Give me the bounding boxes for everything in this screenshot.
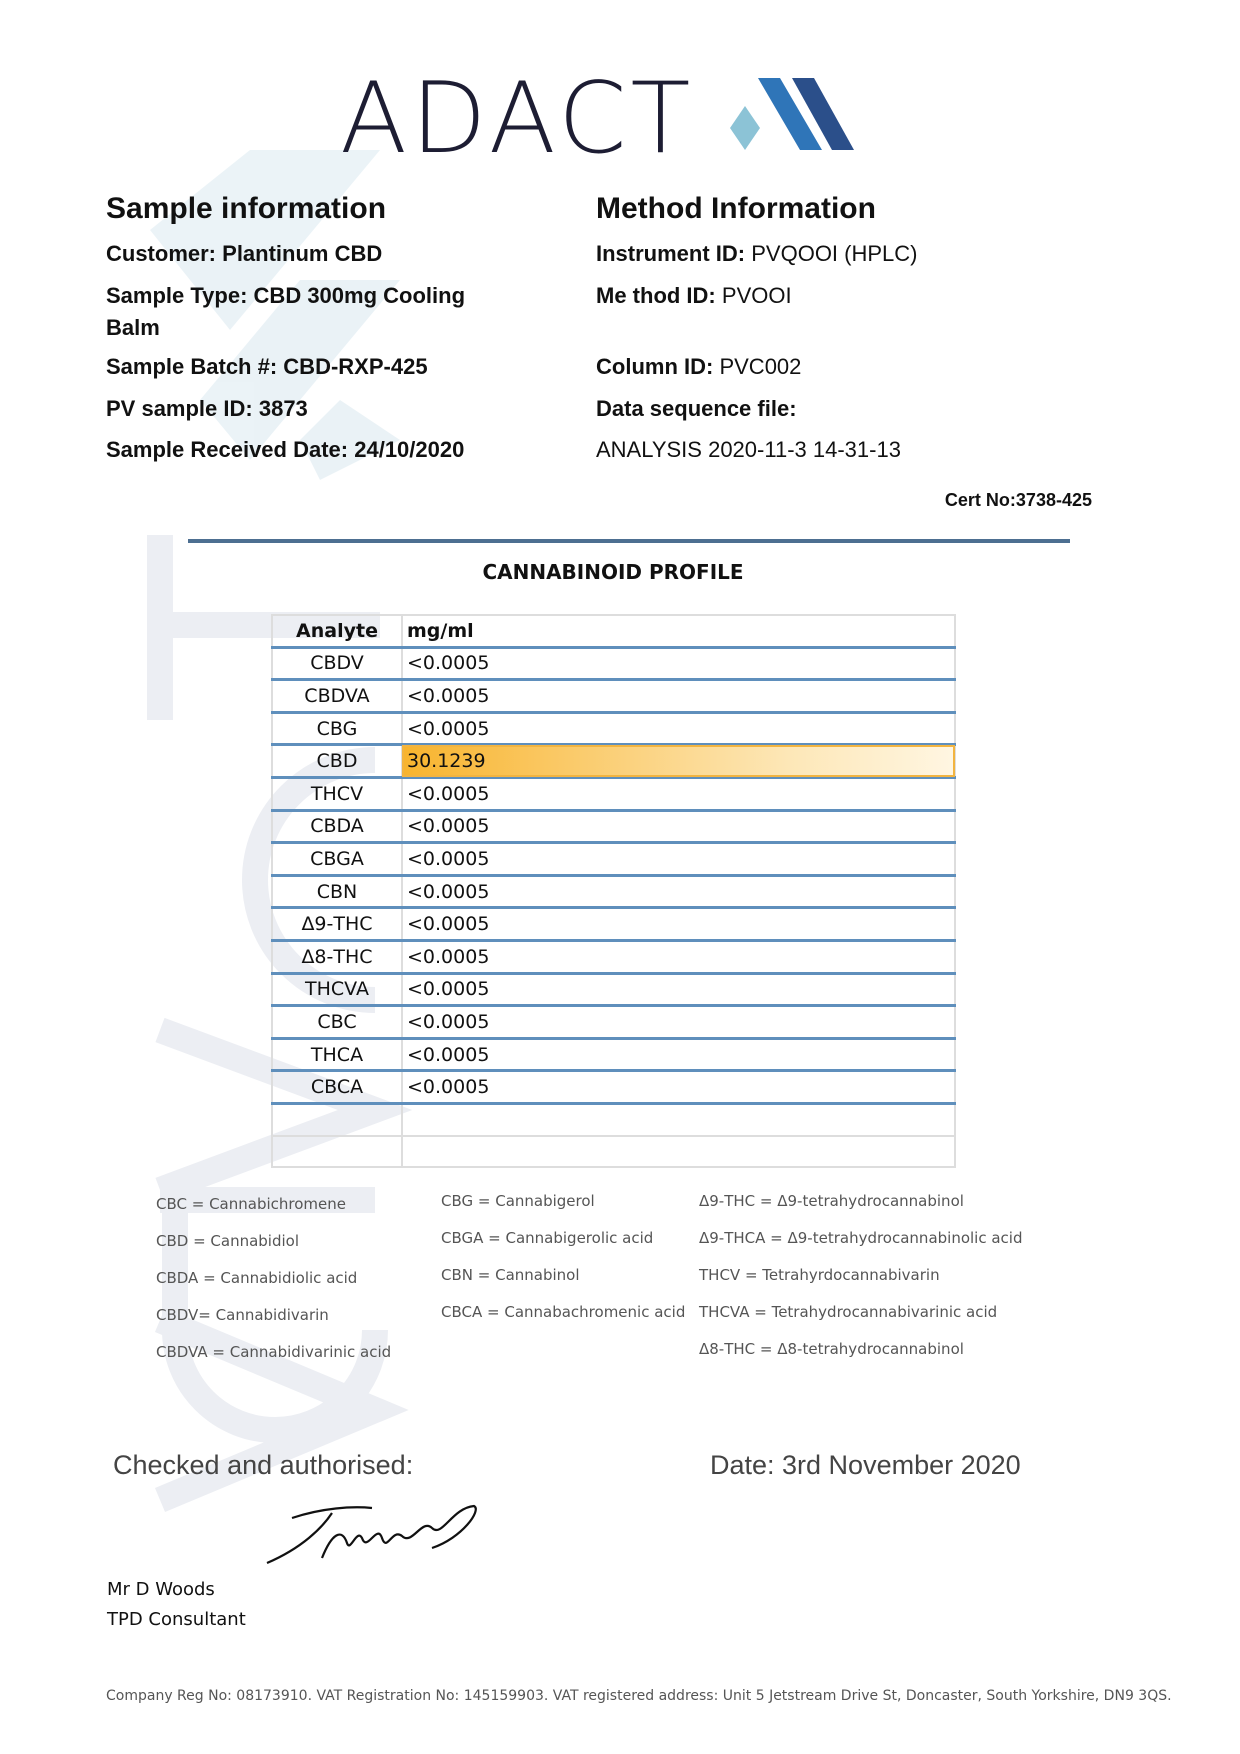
value-cell: <0.0005: [401, 875, 956, 910]
pv-sample-id-value: 3873: [258, 396, 308, 421]
legend-item: CBC = Cannabichromene: [156, 1195, 346, 1213]
table-row: CBD 30.1239: [271, 744, 956, 779]
table-row: CBDV <0.0005: [271, 647, 956, 682]
analyte-cell: CBC: [271, 1005, 403, 1040]
batch-label: Sample Batch #:: [106, 354, 278, 379]
value-cell: <0.0005: [401, 1038, 956, 1073]
sample-info-heading: Sample information: [106, 192, 387, 225]
value-cell: 30.1239: [401, 744, 956, 779]
legend-item: Δ8-THC = Δ8-tetrahydrocannabinol: [699, 1340, 964, 1358]
logo-wordmark: ADACT: [340, 62, 695, 176]
batch-value: CBD-RXP-425: [283, 354, 428, 379]
value-cell: <0.0005: [401, 973, 956, 1008]
legend-item: THCV = Tetrahyrdocannabivarin: [699, 1266, 940, 1284]
analyte-cell: CBGA: [271, 842, 403, 877]
table-row: THCVA <0.0005: [271, 973, 956, 1008]
profile-title: CANNABINOID PROFILE: [482, 560, 744, 584]
table-row: CBN <0.0005: [271, 875, 956, 910]
legend-item: Δ9-THC = Δ9-tetrahydrocannabinol: [699, 1192, 964, 1210]
analyte-cell: CBN: [271, 875, 403, 910]
table-row: CBDVA <0.0005: [271, 679, 956, 714]
legend-item: CBDVA = Cannabidivarinic acid: [156, 1343, 392, 1361]
legend-item: CBD = Cannabidiol: [156, 1232, 300, 1250]
signatory-role: TPD Consultant: [107, 1609, 246, 1630]
data-sequence-label: Data sequence file:: [596, 396, 797, 421]
empty-row: [271, 1103, 956, 1137]
empty-cell: [271, 1135, 403, 1169]
column-id-value: PVC002: [719, 354, 802, 379]
cannabinoid-table: Analyte mg/ml CBDV <0.0005 CBDVA <0.0005 CBG…: [271, 613, 956, 1169]
value-cell: <0.0005: [401, 1070, 956, 1105]
method-id-value: PVOOI: [721, 283, 792, 308]
value-cell: <0.0005: [401, 712, 956, 747]
received-date-label: Sample Received Date:: [106, 437, 349, 462]
analyte-cell: CBD: [271, 744, 403, 779]
legend-item: CBCA = Cannabachromenic acid: [441, 1303, 686, 1321]
analyte-cell: Δ8-THC: [271, 940, 403, 975]
empty-cell: [401, 1103, 956, 1137]
cert-number: Cert No:3738-425: [944, 490, 1092, 510]
value-cell: <0.0005: [401, 907, 956, 942]
empty-cell: [401, 1135, 956, 1169]
value-cell: <0.0005: [401, 679, 956, 714]
instrument-id-value: PVQOOI (HPLC): [751, 241, 918, 266]
checked-label: Checked and authorised:: [113, 1450, 414, 1480]
legend-item: THCVA = Tetrahydrocannabivarinic acid: [699, 1303, 998, 1321]
value-cell: <0.0005: [401, 810, 956, 845]
customer-label: Customer:: [106, 241, 217, 266]
analyte-cell: CBDA: [271, 810, 403, 845]
footer-company-info: Company Reg No: 08173910. VAT Registrati…: [106, 1688, 1172, 1704]
signature: [266, 1504, 477, 1565]
value-cell: <0.0005: [401, 940, 956, 975]
header-analyte: Analyte: [271, 613, 403, 649]
analyte-cell: CBCA: [271, 1070, 403, 1105]
legend-item: CBG = Cannabigerol: [441, 1192, 595, 1210]
analyte-cell: CBDV: [271, 647, 403, 682]
analyte-cell: THCVA: [271, 973, 403, 1008]
customer-value: Plantinum CBD: [222, 241, 383, 266]
legend-item: CBDA = Cannabidiolic acid: [156, 1269, 358, 1287]
analyte-cell: THCV: [271, 777, 403, 812]
sample-type-value-cont: Balm: [106, 315, 160, 340]
table-row: Δ8-THC <0.0005: [271, 940, 956, 975]
table-header-row: Analyte mg/ml: [271, 613, 956, 649]
table-row: CBCA <0.0005: [271, 1070, 956, 1105]
empty-cell: [271, 1103, 403, 1137]
value-cell: <0.0005: [401, 647, 956, 682]
method-id-label: Me thod ID:: [596, 283, 716, 308]
table-row: THCV <0.0005: [271, 777, 956, 812]
table-row: CBG <0.0005: [271, 712, 956, 747]
signatory-name: Mr D Woods: [107, 1579, 215, 1600]
received-date-value: 24/10/2020: [354, 437, 465, 462]
method-info-heading: Method Information: [596, 192, 876, 225]
empty-row: [271, 1135, 956, 1169]
analyte-cell: THCA: [271, 1038, 403, 1073]
value-cell: <0.0005: [401, 842, 956, 877]
instrument-id-label: Instrument ID:: [596, 241, 746, 266]
divider: [188, 539, 1070, 543]
table-row: CBDA <0.0005: [271, 810, 956, 845]
legend-item: CBGA = Cannabigerolic acid: [441, 1229, 654, 1247]
data-sequence-value: ANALYSIS 2020-11-3 14-31-13: [596, 437, 901, 462]
legend-item: CBN = Cannabinol: [441, 1266, 580, 1284]
analyte-cell: Δ9-THC: [271, 907, 403, 942]
table-row: CBGA <0.0005: [271, 842, 956, 877]
legend-item: CBDV= Cannabidivarin: [156, 1306, 329, 1324]
date-label: Date: 3rd November 2020: [710, 1450, 1021, 1480]
table-row: CBC <0.0005: [271, 1005, 956, 1040]
value-cell: <0.0005: [401, 1005, 956, 1040]
analyte-cell: CBG: [271, 712, 403, 747]
sample-type-value: CBD 300mg Cooling: [253, 283, 466, 308]
value-cell: <0.0005: [401, 777, 956, 812]
legend-item: Δ9-THCA = Δ9-tetrahydrocannabinolic acid: [699, 1229, 1023, 1247]
logo-icon: [730, 78, 854, 150]
analyte-cell: CBDVA: [271, 679, 403, 714]
column-id-label: Column ID:: [596, 354, 714, 379]
sample-type-label: Sample Type:: [106, 283, 248, 308]
table-row: THCA <0.0005: [271, 1038, 956, 1073]
header-mgml: mg/ml: [401, 613, 956, 649]
pv-sample-id-label: PV sample ID:: [106, 396, 253, 421]
table-row: Δ9-THC <0.0005: [271, 907, 956, 942]
